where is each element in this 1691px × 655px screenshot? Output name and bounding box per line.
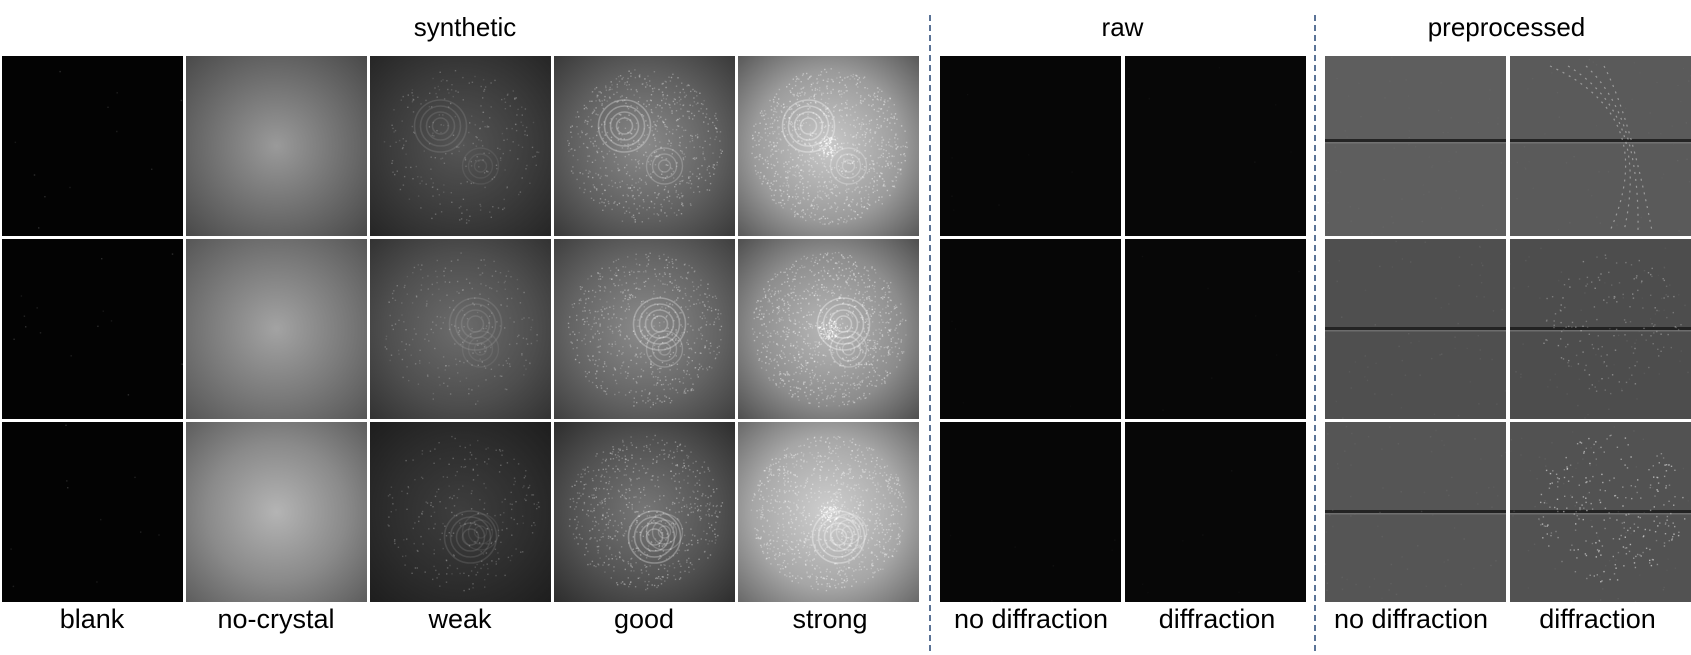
diffraction-image-raw-no-diffraction-row-1 [940,56,1121,236]
diffraction-image-synthetic-strong-row-2 [738,239,919,419]
column-label-strong: strong [792,604,868,634]
group-divider-2 [1314,15,1316,651]
column-label-blank: blank [59,604,125,634]
column-label-pre-diffraction: diffraction [1539,604,1656,634]
diffraction-image-synthetic-strong-row-3 [738,422,919,602]
group-title-synthetic: synthetic [413,12,517,42]
column-label-raw-diffraction: diffraction [1158,604,1276,634]
group-title-preprocessed: preprocessed [1427,12,1586,42]
diffraction-image-raw-diffraction-row-1 [1125,56,1306,236]
diffraction-image-synthetic-no-crystal-row-2 [186,239,367,419]
column-label-good: good [613,604,675,634]
diffraction-image-synthetic-weak-row-1 [370,56,551,236]
column-label-pre-no-diffraction: no diffraction [1333,604,1489,634]
diffraction-image-raw-diffraction-row-2 [1125,239,1306,419]
diffraction-image-synthetic-strong-row-1 [738,56,919,236]
diffraction-image-raw-diffraction-row-3 [1125,422,1306,602]
diffraction-image-synthetic-no-crystal-row-3 [186,422,367,602]
diffraction-image-synthetic-no-crystal-row-1 [186,56,367,236]
diffraction-image-preprocessed-no-diffraction-row-1 [1325,56,1506,236]
diffraction-image-synthetic-blank-row-1 [2,56,183,236]
column-label-raw-no-diffraction: no diffraction [953,604,1109,634]
group-divider-1 [929,15,931,651]
column-label-no-crystal: no-crystal [217,604,335,634]
column-label-weak: weak [428,604,492,634]
diffraction-image-preprocessed-no-diffraction-row-2 [1325,239,1506,419]
diffraction-image-raw-no-diffraction-row-3 [940,422,1121,602]
diffraction-image-synthetic-blank-row-3 [2,422,183,602]
diffraction-image-synthetic-weak-row-2 [370,239,551,419]
diffraction-image-synthetic-good-row-3 [554,422,735,602]
group-title-raw: raw [1101,12,1144,42]
diffraction-image-synthetic-weak-row-3 [370,422,551,602]
diffraction-image-raw-no-diffraction-row-2 [940,239,1121,419]
diffraction-image-preprocessed-diffraction-row-3 [1510,422,1691,602]
diffraction-image-preprocessed-diffraction-row-2 [1510,239,1691,419]
diffraction-image-preprocessed-no-diffraction-row-3 [1325,422,1506,602]
diffraction-image-synthetic-good-row-1 [554,56,735,236]
diffraction-image-synthetic-good-row-2 [554,239,735,419]
diffraction-image-preprocessed-diffraction-row-1 [1510,56,1691,236]
diffraction-image-synthetic-blank-row-2 [2,239,183,419]
